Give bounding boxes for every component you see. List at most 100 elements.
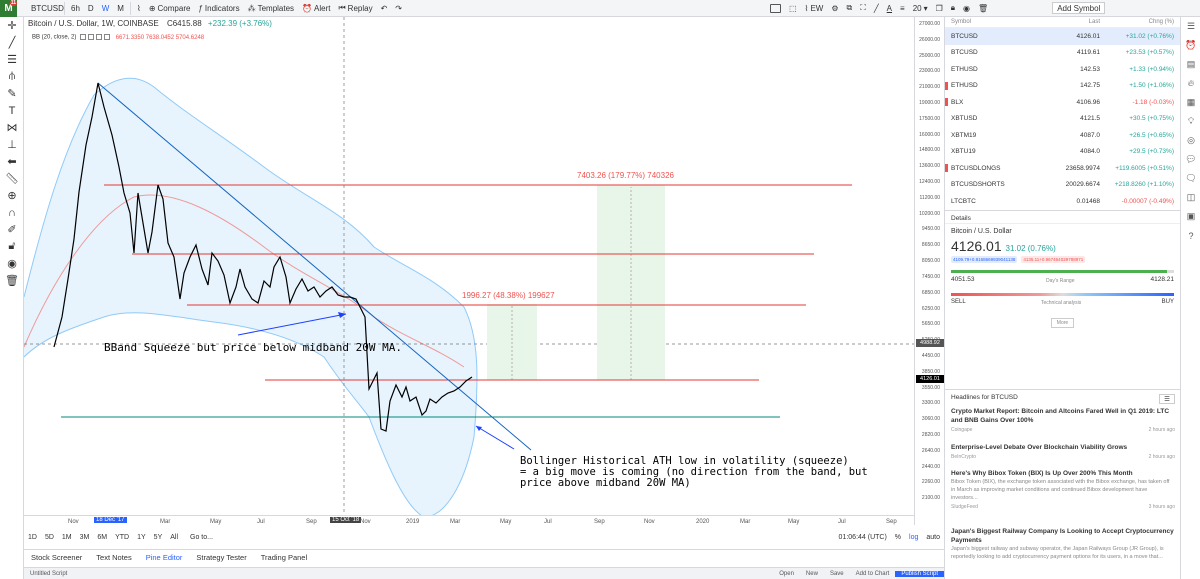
- line-style-button[interactable]: ≡: [896, 4, 909, 13]
- tab-stock-screener[interactable]: Stock Screener: [31, 553, 83, 562]
- publish-script-button[interactable]: Publish Script: [895, 570, 944, 577]
- news-headline[interactable]: Here's Why Bibox Token (BIX) Is Up Over …: [951, 470, 1133, 477]
- more-button[interactable]: More: [1050, 317, 1075, 328]
- technical-analysis-link[interactable]: Technical analysis: [1041, 299, 1082, 306]
- annotation-squeeze[interactable]: BBand Squeeze but price below midband 20…: [104, 341, 403, 354]
- range-all[interactable]: All: [170, 533, 179, 541]
- prediction-icon[interactable]: ⊥: [7, 139, 17, 151]
- more-icon[interactable]: [104, 34, 111, 40]
- trend-line-icon[interactable]: ╱: [8, 37, 16, 49]
- compare-button[interactable]: ⊕ Compare: [148, 3, 191, 13]
- range-6m[interactable]: 6M: [97, 533, 108, 541]
- chat-icon[interactable]: 💬︎: [1185, 154, 1197, 164]
- lock-button[interactable]: 🔒︎: [947, 3, 959, 13]
- range-5y[interactable]: 5Y: [153, 533, 163, 541]
- col-symbol[interactable]: Symbol: [951, 19, 972, 25]
- news-item[interactable]: Japan's Biggest Railway Company Is Looki…: [945, 527, 1181, 561]
- log-toggle[interactable]: log: [909, 533, 919, 541]
- arrow-left-icon[interactable]: ⬅: [7, 156, 17, 168]
- eye-icon[interactable]: ◉: [7, 258, 17, 270]
- watchlist-row[interactable]: LTCBTC 0.01468 -0.00007 (-0.49%): [945, 193, 1180, 210]
- gear-icon[interactable]: [88, 34, 95, 40]
- tradingview-logo[interactable]: M 11: [0, 0, 17, 17]
- alarm-icon[interactable]: ⏰: [1185, 40, 1197, 50]
- line-tool-button[interactable]: ╱: [870, 4, 883, 13]
- script-name[interactable]: Untitled Script: [30, 570, 68, 577]
- clone-button[interactable]: ❐: [932, 4, 947, 13]
- interval-d[interactable]: D: [87, 3, 94, 13]
- price-axis[interactable]: 27000.00 26000.00 25000.00 23000.00 21000.00…: [914, 17, 944, 525]
- flag-icon[interactable]: [945, 164, 948, 172]
- range-1m[interactable]: 1M: [61, 533, 72, 541]
- news-headline[interactable]: Enterprise-Level Debate Over Blockchain …: [951, 444, 1128, 451]
- watchlist-row[interactable]: XBTU19 4084.0 +29.5 (+0.73%): [945, 144, 1180, 161]
- watchlist-row[interactable]: BTCUSDSHORTS 20029.6674 +218.8260 (+1.10%): [945, 177, 1180, 194]
- auto-toggle[interactable]: auto: [926, 533, 940, 541]
- ruler-icon[interactable]: 📏︎: [5, 173, 19, 185]
- save-button[interactable]: Save: [829, 570, 844, 577]
- magnet-icon[interactable]: ∩: [8, 206, 16, 219]
- horizontal-lines-icon[interactable]: ☰: [7, 54, 17, 66]
- calendar-icon[interactable]: ▦: [1186, 97, 1196, 107]
- streams-icon[interactable]: ◎: [1187, 135, 1195, 145]
- news-item[interactable]: Enterprise-Level Debate Over Blockchain …: [945, 443, 1181, 460]
- text-icon[interactable]: T: [8, 104, 16, 117]
- watchlist-row[interactable]: BLX 4106.96 -1.18 (-0.03%): [945, 94, 1180, 111]
- watchlist-row[interactable]: ETHUSD 142.53 +1.33 (+0.94%): [945, 61, 1180, 78]
- pattern-icon[interactable]: ⋈: [6, 122, 18, 134]
- goto-button[interactable]: Go to...: [190, 533, 213, 541]
- redo-button[interactable]: ↷: [391, 4, 406, 13]
- watchlist-row[interactable]: BTCUSD 4126.01 +31.02 (+0.76%): [945, 28, 1180, 45]
- flag-icon[interactable]: [945, 98, 948, 106]
- layout-icon[interactable]: [769, 3, 781, 13]
- col-change[interactable]: Chng (%): [1148, 19, 1174, 25]
- close-icon[interactable]: [96, 34, 103, 40]
- ew-tool[interactable]: ⌇ EW: [804, 3, 824, 13]
- tab-strategy-tester[interactable]: Strategy Tester: [196, 553, 247, 562]
- details-header[interactable]: Details: [945, 209, 1180, 224]
- order-panel-icon[interactable]: ▣: [1186, 211, 1196, 221]
- thickness-select[interactable]: 20 ▾: [912, 3, 928, 13]
- news-headline[interactable]: Japan's Biggest Railway Company Is Looki…: [951, 528, 1174, 544]
- news-item[interactable]: Crypto Market Report: Bitcoin and Altcoi…: [945, 407, 1181, 433]
- pitchfork-icon[interactable]: ⫛: [8, 70, 16, 82]
- watchlist-row[interactable]: ETHUSD 142.75 +1.50 (+1.06%): [945, 78, 1180, 95]
- templates-button[interactable]: ⁂ Templates: [247, 3, 295, 13]
- range-3m[interactable]: 3M: [79, 533, 90, 541]
- zoom-in-icon[interactable]: ⊕: [7, 190, 17, 202]
- interval-w[interactable]: W: [101, 3, 110, 13]
- flag-icon[interactable]: [945, 81, 948, 90]
- stay-drawing-icon[interactable]: ✐: [7, 224, 17, 236]
- interval-6h[interactable]: 6h: [71, 3, 80, 13]
- watchlist-row[interactable]: BTCUSD 4119.61 +23.53 (+0.57%): [945, 45, 1180, 62]
- brush-icon[interactable]: ✎: [7, 88, 17, 100]
- range-1y[interactable]: 1Y: [137, 533, 146, 541]
- visibility-button[interactable]: ◉: [959, 4, 974, 13]
- alert-button[interactable]: ⏰ Alert: [302, 3, 331, 13]
- screener-icon[interactable]: ◫: [1186, 192, 1196, 202]
- news-headline[interactable]: Crypto Market Report: Bitcoin and Altcoi…: [951, 408, 1170, 424]
- time-axis[interactable]: Nov 18 Dec '17 Mar May Jul Sep 15 Oct '18 Nov 20…: [24, 515, 914, 527]
- fullscreen-button[interactable]: ⛶: [856, 3, 870, 13]
- chart-canvas[interactable]: [24, 17, 914, 525]
- crosshair-icon[interactable]: ✛: [7, 20, 17, 32]
- watchlist-row[interactable]: BTCUSDLONGS 23658.9974 +119.6005 (+0.51%): [945, 160, 1180, 177]
- settings-button[interactable]: ⚙: [827, 4, 842, 13]
- eye-icon[interactable]: [80, 34, 87, 40]
- undo-button[interactable]: ↶: [377, 4, 392, 13]
- replay-button[interactable]: ⏮ Replay: [338, 3, 373, 13]
- color-button[interactable]: A: [883, 4, 896, 13]
- interval-m[interactable]: M: [117, 3, 124, 13]
- add-symbol-button[interactable]: Add Symbol: [1052, 2, 1106, 14]
- watchlist-row[interactable]: XBTM19 4087.0 +26.5 (+0.65%): [945, 127, 1180, 144]
- symbol-search[interactable]: BTCUSD: [31, 3, 64, 13]
- news-item[interactable]: Here's Why Bibox Token (BIX) Is Up Over …: [945, 469, 1181, 510]
- chart-style-button[interactable]: ⌇: [133, 4, 145, 13]
- watchlist-row[interactable]: XBTUSD 4121.5 +30.5 (+0.75%): [945, 111, 1180, 128]
- select-tool[interactable]: ⬚: [785, 4, 801, 13]
- tab-trading-panel[interactable]: Trading Panel: [260, 553, 308, 562]
- clock-time[interactable]: 01:06:44 (UTC): [838, 533, 887, 541]
- new-button[interactable]: New: [805, 570, 818, 577]
- open-button[interactable]: Open: [779, 570, 794, 577]
- col-last[interactable]: Last: [1088, 19, 1100, 25]
